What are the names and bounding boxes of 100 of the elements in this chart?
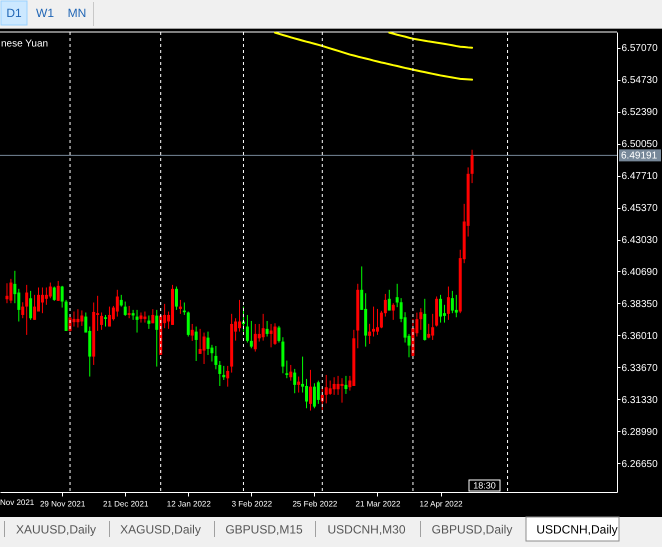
candlestick: [182, 302, 186, 316]
candlestick: [246, 314, 249, 344]
text: Nov 2021: [0, 498, 35, 507]
y-tick-label: 6.57070: [622, 43, 658, 54]
text: GBPUSD,M15: [225, 522, 303, 536]
candlestick: [312, 382, 316, 409]
candlestick: [214, 345, 218, 370]
candlestick: [76, 308, 80, 328]
candlestick: [139, 312, 142, 324]
y-tick-label: 6.28990: [622, 426, 658, 438]
x-tick-label: 21 Mar 2022: [356, 500, 401, 508]
candlestick: [293, 368, 296, 394]
candlestick: [218, 360, 222, 386]
candlestick: [9, 278, 12, 304]
candlestick: [44, 286, 48, 306]
candlestick: [190, 323, 194, 342]
y-tick-label: 6.33670: [622, 362, 658, 374]
y-tick-label: 6.52390: [622, 107, 658, 118]
candlestick: [289, 364, 292, 382]
x-tick-label: 12 Jan 2022: [166, 500, 212, 508]
candlestick: [266, 320, 269, 338]
candlestick: [128, 305, 131, 319]
candlestick: [308, 369, 312, 412]
candlestick: [368, 323, 372, 344]
text: D1: [6, 6, 22, 20]
candlestick: [178, 299, 182, 314]
candlestick: [470, 149, 474, 184]
candlestick: [104, 314, 108, 328]
candlestick: [174, 286, 178, 310]
y-tick-label: 6.47710: [622, 171, 658, 182]
candlestick: [427, 323, 430, 339]
line-series: [388, 32, 474, 49]
candlestick: [372, 306, 376, 338]
candlestick: [136, 309, 139, 334]
text: USDCNH,M30: [327, 522, 406, 536]
y-tick-label: 6.36010: [622, 330, 658, 342]
candlestick: [100, 312, 104, 330]
candlestick: [25, 284, 28, 336]
candlestick: [194, 326, 198, 362]
candlestick: [143, 311, 146, 324]
y-tick-label: 6.38350: [622, 298, 658, 310]
candlestick: [48, 282, 52, 299]
candlestick: [151, 308, 154, 324]
text: XAUUSD,Daily: [16, 522, 96, 536]
candlestick: [60, 285, 64, 308]
y-tick-label: 6.50050: [622, 139, 658, 150]
candlestick: [277, 325, 280, 344]
y-tick-label: 6.40690: [622, 266, 658, 278]
x-tick-label: 3 Feb 2022: [232, 500, 273, 508]
line-series: [274, 32, 474, 81]
y-tick-label: 6.43030: [622, 235, 658, 246]
candlestick: [419, 308, 422, 330]
candlestick: [226, 365, 230, 388]
x-tick-label: 25 Feb 2022: [292, 500, 338, 508]
text: W1: [36, 6, 54, 20]
y-tick-label: 6.54730: [622, 75, 658, 86]
text: MN: [68, 6, 86, 20]
candlestick: [388, 289, 391, 312]
candlestick: [56, 280, 60, 302]
y-tick-label: 6.45370: [622, 203, 658, 214]
candlestick: [273, 322, 276, 346]
candlestick: [33, 294, 36, 320]
candlestick: [431, 313, 434, 340]
candlestick: [285, 360, 288, 379]
x-tick-label: 12 Apr 2022: [419, 500, 464, 508]
candlestick: [80, 310, 84, 326]
candlestick: [72, 311, 76, 328]
candlestick: [262, 313, 265, 342]
candlestick: [270, 323, 273, 348]
candlestick: [376, 308, 379, 336]
candlestick: [336, 375, 340, 396]
candlestick: [332, 376, 336, 396]
y-tick-label: 6.26650: [622, 458, 658, 470]
candlestick: [17, 288, 20, 322]
candlestick: [21, 302, 24, 319]
ref-line-label: 6.49191: [621, 150, 658, 162]
candlestick: [108, 306, 111, 328]
candlestick: [147, 314, 150, 330]
text: XAGUSD,Daily: [120, 522, 201, 536]
candlestick: [450, 290, 454, 314]
candlestick: [340, 378, 344, 404]
candlestick: [116, 289, 119, 318]
text: USDCNH,Daily: [536, 522, 618, 536]
candlestick: [454, 294, 458, 318]
candlestick: [250, 320, 253, 349]
candlestick: [316, 380, 320, 404]
candlestick: [254, 323, 257, 352]
x-tick-label: 21 Dec 2021: [103, 500, 149, 508]
candlestick: [344, 375, 348, 394]
candlestick: [238, 299, 242, 332]
text: GBPUSD,Daily: [432, 522, 512, 536]
candlestick: [305, 378, 308, 409]
candlestick: [198, 328, 202, 354]
candlestick: [206, 331, 210, 356]
candlestick: [392, 302, 395, 320]
candlestick: [202, 332, 206, 364]
candlestick: [446, 286, 450, 320]
candlestick: [155, 309, 158, 368]
candlestick: [186, 311, 190, 338]
candlestick: [40, 286, 44, 314]
